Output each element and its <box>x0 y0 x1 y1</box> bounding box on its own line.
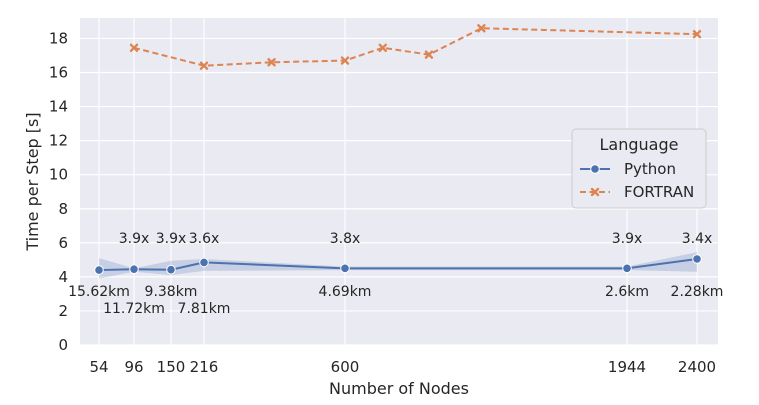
fortran-point <box>199 61 209 70</box>
speedup-label: 3.9x <box>119 231 150 247</box>
y-tick-label: 8 <box>58 200 68 218</box>
resolution-label: 2.6km <box>605 284 649 300</box>
annotations: 3.9x 3.9x 3.6x 3.8x 3.9x 3.4x15.62km11.72km9.… <box>68 231 723 317</box>
x-tick-label: 96 <box>124 358 143 376</box>
python-point <box>94 265 104 275</box>
fortran-point <box>378 43 387 53</box>
speedup-label: 3.9x <box>612 231 643 247</box>
legend-entry-fortran: FORTRAN <box>580 183 694 201</box>
python-point <box>199 257 209 268</box>
fortran-point <box>340 56 350 65</box>
tick-labels: 0 2 4 6 8 10 12 14 16 18 54 96 150 216 600 1944 2400 <box>49 29 716 376</box>
speedup-label: 3.4x <box>682 231 713 247</box>
series-layer <box>94 24 702 275</box>
x-tick-label: 54 <box>89 358 108 376</box>
python-point <box>129 264 139 275</box>
y-tick-label: 4 <box>58 268 68 286</box>
confidence-band-layer <box>99 252 697 279</box>
x-tick-label: 150 <box>157 358 186 376</box>
speedup-label: 3.9x <box>156 231 187 247</box>
fortran-line <box>133 27 698 67</box>
y-tick-label: 14 <box>49 98 68 116</box>
y-tick-label: 12 <box>49 132 68 150</box>
y-tick-label: 2 <box>58 302 68 320</box>
x-tick-label: 1944 <box>608 358 646 376</box>
resolution-label: 9.38km <box>145 284 198 300</box>
x-tick-label: 2400 <box>678 358 716 376</box>
fortran-point <box>477 24 486 33</box>
resolution-label: 2.28km <box>671 284 724 300</box>
resolution-label: 11.72km <box>103 301 165 317</box>
legend-entry-python: Python <box>580 160 676 178</box>
legend-label: Python <box>624 160 676 178</box>
python-point <box>166 264 176 275</box>
legend-marker <box>590 187 600 197</box>
resolution-label: 4.69km <box>319 284 372 300</box>
legend-label: FORTRAN <box>624 183 694 201</box>
x-tick-label: 600 <box>331 358 360 376</box>
python-point <box>340 263 350 274</box>
legend-title: Language <box>600 135 679 154</box>
resolution-label: 7.81km <box>178 301 231 317</box>
y-tick-label: 6 <box>58 234 68 252</box>
fortran-point <box>424 50 434 59</box>
x-axis-label: Number of Nodes <box>329 379 469 398</box>
python-confidence-band <box>99 252 697 279</box>
resolution-label: 15.62km <box>68 284 130 300</box>
speedup-label: 3.8x <box>330 231 361 247</box>
y-tick-label: 16 <box>49 64 68 82</box>
speedup-label: 3.6x <box>189 231 220 247</box>
fortran-point <box>129 43 139 53</box>
y-axis-label: Time per Step [s] <box>23 112 42 251</box>
legend-box <box>571 128 707 209</box>
python-point <box>692 254 702 264</box>
x-tick-label: 216 <box>190 358 219 376</box>
grid <box>80 18 718 346</box>
python-point <box>622 263 632 274</box>
y-tick-label: 10 <box>49 166 68 184</box>
fortran-point <box>692 29 702 39</box>
y-tick-label: 0 <box>58 336 68 354</box>
fortran-point <box>267 58 276 67</box>
legend: Language Python FORTRAN <box>571 128 707 209</box>
y-tick-label: 18 <box>49 29 68 47</box>
legend-marker <box>590 164 600 174</box>
